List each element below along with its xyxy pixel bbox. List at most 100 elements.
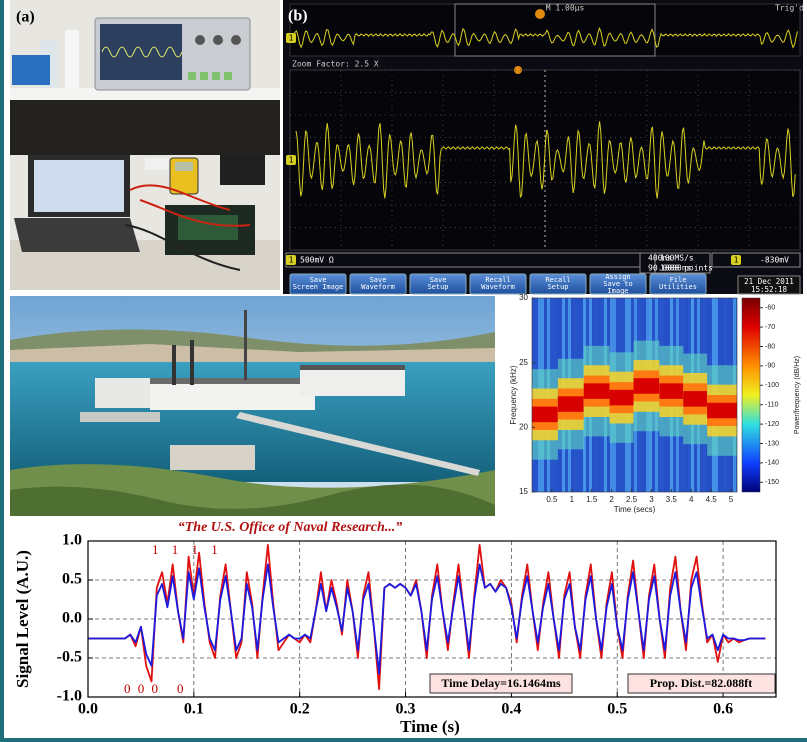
annotation-box: [627, 673, 776, 694]
y-axis-label: Frequency (kHz): [509, 365, 518, 424]
y-tick-label: -1.0: [57, 688, 82, 705]
colorbar-tick-label: -140: [765, 460, 779, 467]
bottom-bar: [0, 738, 807, 742]
photo-lake: [10, 296, 495, 516]
channel-badge: [731, 255, 741, 265]
photo-lab: [10, 0, 280, 290]
y-tick-label: 30: [519, 293, 528, 302]
y-axis-label: Signal Level (A.U.): [13, 550, 32, 688]
spectrogram-band: [557, 396, 584, 412]
x-axis-label: Time (s): [400, 717, 460, 736]
scope-text: 100MS/s: [660, 254, 694, 263]
scope-button-label: Waveform: [481, 283, 515, 291]
colorbar: [741, 297, 761, 493]
x-axis-label: Time (secs): [614, 505, 656, 514]
x-tick-label: 4.5: [706, 495, 718, 504]
scope-text: 400ns: [648, 254, 672, 263]
scope-text: M 1.00µs: [546, 4, 585, 13]
plot-frame: [531, 297, 738, 493]
scope-button: [289, 273, 347, 295]
scope-text: 1000 points: [660, 264, 713, 273]
scope-text: Zoom Factor: 2.5 X: [292, 60, 379, 69]
annotation: Prop. Dist.=82.088ft: [650, 676, 753, 690]
x-tick-label: 0.5: [607, 701, 627, 718]
y-tick-label: 1.0: [62, 532, 82, 549]
x-tick-label: 1.5: [586, 495, 598, 504]
channel-label: 1: [734, 256, 739, 265]
scope-button: [649, 273, 707, 295]
spectrogram-band: [583, 383, 610, 399]
scope-button-label: Setup: [547, 283, 568, 291]
y-tick-label: -0.5: [57, 649, 82, 666]
scope-button: [589, 273, 647, 295]
scope-button-label: Recall: [545, 276, 570, 284]
x-tick-label: 0.6: [713, 701, 733, 718]
colorbar-tick-label: -110: [765, 402, 779, 409]
x-tick-label: 0.0: [78, 701, 98, 718]
scope-button-label: Save: [370, 276, 387, 284]
spectrogram-band: [659, 383, 684, 399]
scope-button-label: Waveform: [361, 283, 395, 291]
scope-button: [349, 273, 407, 295]
spectrogram-band: [532, 406, 558, 423]
signal-chart: “The U.S. Office of Naval Research...” -1…: [13, 520, 777, 736]
scope-button-label: Screen Image: [293, 283, 344, 291]
scope-button-label: File: [670, 276, 687, 284]
scope-button-label: Setup: [427, 283, 448, 291]
scope-waveform: [295, 121, 796, 199]
scope-text: -830mV: [760, 256, 789, 265]
scope-text: 90.0000ns: [648, 264, 692, 273]
x-tick-label: 2: [609, 495, 614, 504]
channel-label: 1: [289, 34, 294, 43]
y-tick-label: 20: [519, 422, 528, 431]
colorbar-tick-label: -80: [765, 343, 775, 350]
scope-button-label: Image: [607, 287, 628, 295]
scope-button-label: Recall: [485, 276, 510, 284]
colorbar-tick-label: -60: [765, 305, 775, 312]
signal-line: [88, 544, 766, 691]
annotation: 0 0 0: [124, 681, 160, 696]
scope-button-label: Save: [430, 276, 447, 284]
chart-title: “The U.S. Office of Naval Research...”: [178, 520, 403, 535]
x-tick-label: 0.1: [184, 701, 204, 718]
y-tick-label: 0.0: [62, 610, 82, 627]
channel-badge: [286, 255, 296, 265]
spectrogram-band: [633, 378, 660, 394]
x-tick-label: 5: [729, 495, 734, 504]
scope-text: 500mV Ω: [300, 256, 334, 265]
scope-button: [529, 273, 587, 295]
plot-frame: [87, 540, 777, 698]
annotation: 1 1 1 1: [152, 542, 223, 557]
scope-button: [469, 273, 527, 295]
x-tick-label: 3: [649, 495, 654, 504]
panel-label: (a): [16, 9, 35, 26]
y-tick-label: 0.5: [62, 571, 82, 588]
x-tick-label: 0.5: [546, 495, 558, 504]
signal-line: [88, 563, 766, 675]
annotation-box: [429, 673, 573, 694]
oscilloscope: M 1.00µs Trig'd Zoom Factor: 2.5 X 1 1 1 1 500m…: [283, 0, 804, 295]
spectrogram-panel: 0.5 1 1.5 2 2.5 3 3.5 4 4.5 5 15 20 25 30 -60 -70 -80 -90…: [495, 293, 807, 516]
side-bar: [0, 0, 4, 742]
colorbar-tick-label: -120: [765, 421, 779, 428]
channel-label: 1: [289, 156, 294, 165]
channel-badge: [286, 155, 296, 165]
annotation: Time Delay=16.1464ms: [441, 676, 561, 690]
spectrogram-band: [609, 389, 634, 406]
x-tick-label: 0.2: [290, 701, 310, 718]
colorbar-label: Power/frequency (dB/Hz): [794, 356, 801, 434]
scope-text: 15:52:18: [751, 285, 788, 294]
x-tick-label: 4: [689, 495, 694, 504]
scope-button-label: Assign: [605, 273, 630, 281]
channel-label: 1: [289, 256, 294, 265]
spectrogram-band: [683, 391, 708, 407]
channel-badge: [286, 33, 296, 43]
scope-button: [409, 273, 467, 295]
scope-text: Trig'd: [775, 4, 804, 13]
spectrogram-band: [707, 402, 737, 419]
y-tick-label: 25: [519, 358, 528, 367]
x-tick-label: 0.3: [396, 701, 416, 718]
panel-label: (b): [288, 8, 308, 25]
x-tick-label: 0.4: [501, 701, 521, 718]
